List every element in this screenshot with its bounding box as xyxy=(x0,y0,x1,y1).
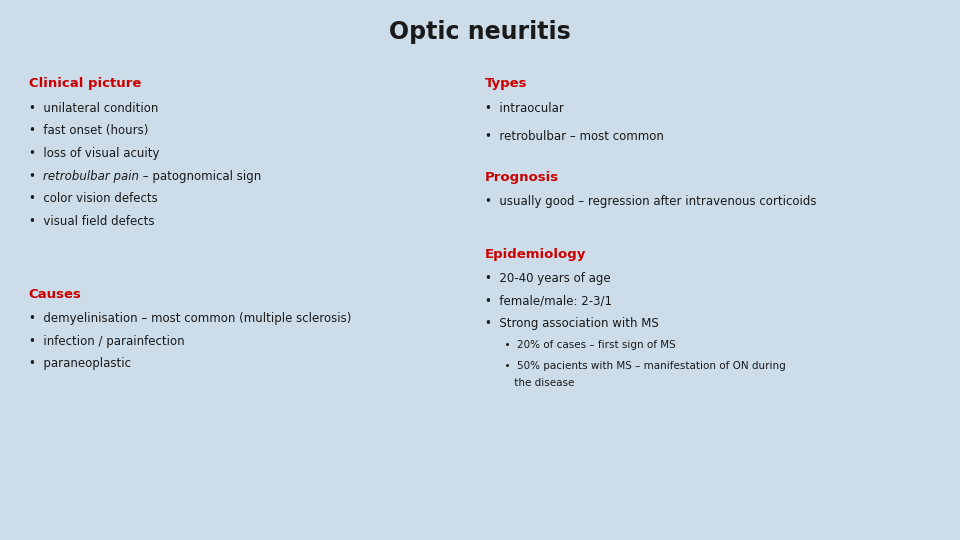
Text: •: • xyxy=(29,170,43,183)
Text: •  50% pacients with MS – manifestation of ON during: • 50% pacients with MS – manifestation o… xyxy=(485,361,785,371)
Text: •  infection / parainfection: • infection / parainfection xyxy=(29,335,184,348)
Text: •  paraneoplastic: • paraneoplastic xyxy=(29,357,131,370)
Text: •  Strong association with MS: • Strong association with MS xyxy=(485,318,659,330)
Text: Epidemiology: Epidemiology xyxy=(485,248,587,261)
Text: Causes: Causes xyxy=(29,288,82,301)
Text: •  20% of cases – first sign of MS: • 20% of cases – first sign of MS xyxy=(485,340,676,349)
Text: •  20-40 years of age: • 20-40 years of age xyxy=(485,272,611,285)
Text: retrobulbar pain: retrobulbar pain xyxy=(43,170,139,183)
Text: •  intraocular: • intraocular xyxy=(485,102,564,114)
Text: Types: Types xyxy=(485,77,527,90)
Text: •  usually good – regression after intravenous corticoids: • usually good – regression after intrav… xyxy=(485,195,816,208)
Text: •  color vision defects: • color vision defects xyxy=(29,192,157,205)
Text: Prognosis: Prognosis xyxy=(485,171,559,184)
Text: the disease: the disease xyxy=(485,379,574,388)
Text: Clinical picture: Clinical picture xyxy=(29,77,141,90)
Text: •  unilateral condition: • unilateral condition xyxy=(29,102,158,114)
Text: – patognomical sign: – patognomical sign xyxy=(139,170,261,183)
Text: •  retrobulbar – most common: • retrobulbar – most common xyxy=(485,130,663,143)
Text: •  loss of visual acuity: • loss of visual acuity xyxy=(29,147,159,160)
Text: Optic neuritis: Optic neuritis xyxy=(389,21,571,44)
Text: •  demyelinisation – most common (multiple sclerosis): • demyelinisation – most common (multipl… xyxy=(29,312,351,325)
Text: •  female/male: 2-3/1: • female/male: 2-3/1 xyxy=(485,294,612,307)
Text: •  fast onset (hours): • fast onset (hours) xyxy=(29,124,148,137)
Text: •  visual field defects: • visual field defects xyxy=(29,215,155,228)
